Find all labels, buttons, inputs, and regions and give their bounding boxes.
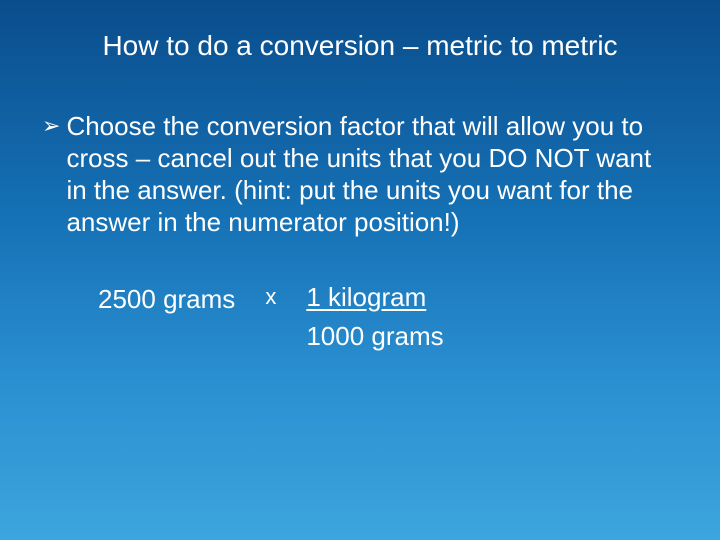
bullet-marker-icon: ➢ xyxy=(42,110,60,142)
bullet-text: Choose the conversion factor that will a… xyxy=(66,110,670,238)
bullet-item: ➢ Choose the conversion factor that will… xyxy=(0,110,720,238)
equation-multiply-sign: x xyxy=(265,282,276,310)
equation-fraction: 1 kilogram 1000 grams xyxy=(306,282,443,352)
equation-left-value: 2500 grams xyxy=(98,282,235,315)
equation-denominator: 1000 grams xyxy=(306,321,443,352)
conversion-equation: 2500 grams x 1 kilogram 1000 grams xyxy=(0,282,720,352)
slide-title: How to do a conversion – metric to metri… xyxy=(0,0,720,62)
equation-numerator: 1 kilogram xyxy=(306,282,426,315)
